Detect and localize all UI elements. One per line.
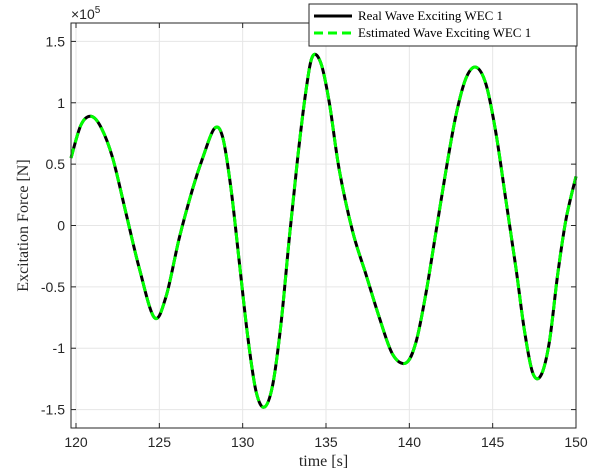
x-tick-label: 150 bbox=[564, 434, 588, 450]
y-exponent-power: 5 bbox=[95, 5, 101, 16]
y-tick-label: -1 bbox=[53, 340, 66, 356]
y-exponent-label: ×105 bbox=[71, 5, 101, 22]
ticks bbox=[71, 23, 577, 428]
x-tick-label: 125 bbox=[148, 434, 172, 450]
legend-label-real: Real Wave Exciting WEC 1 bbox=[358, 8, 503, 23]
y-tick-label: 0 bbox=[57, 218, 65, 234]
y-tick-label: 1 bbox=[57, 95, 65, 111]
x-tick-label: 135 bbox=[314, 434, 338, 450]
y-exponent-base: ×10 bbox=[71, 6, 95, 22]
legend: Real Wave Exciting WEC 1 Estimated Wave … bbox=[308, 3, 578, 47]
y-tick-label: 0.5 bbox=[46, 156, 66, 172]
legend-box bbox=[308, 3, 578, 47]
x-tick-label: 140 bbox=[398, 434, 422, 450]
x-tick-labels: 120 125 130 135 140 145 150 bbox=[64, 434, 588, 450]
x-tick-label: 130 bbox=[231, 434, 255, 450]
x-axis-label: time [s] bbox=[299, 453, 348, 470]
series-layer bbox=[69, 52, 578, 409]
y-tick-labels: -1.5 -1 -0.5 0 0.5 1 1.5 bbox=[41, 33, 65, 417]
x-tick-label: 145 bbox=[481, 434, 505, 450]
y-tick-label: -0.5 bbox=[41, 279, 65, 295]
y-tick-label: -1.5 bbox=[41, 402, 65, 418]
series-line-estimated bbox=[69, 52, 578, 409]
y-axis-label: Excitation Force [N] bbox=[15, 159, 32, 291]
y-tick-label: 1.5 bbox=[46, 33, 66, 49]
x-tick-label: 120 bbox=[64, 434, 88, 450]
legend-label-estimated: Estimated Wave Exciting WEC 1 bbox=[358, 25, 531, 40]
